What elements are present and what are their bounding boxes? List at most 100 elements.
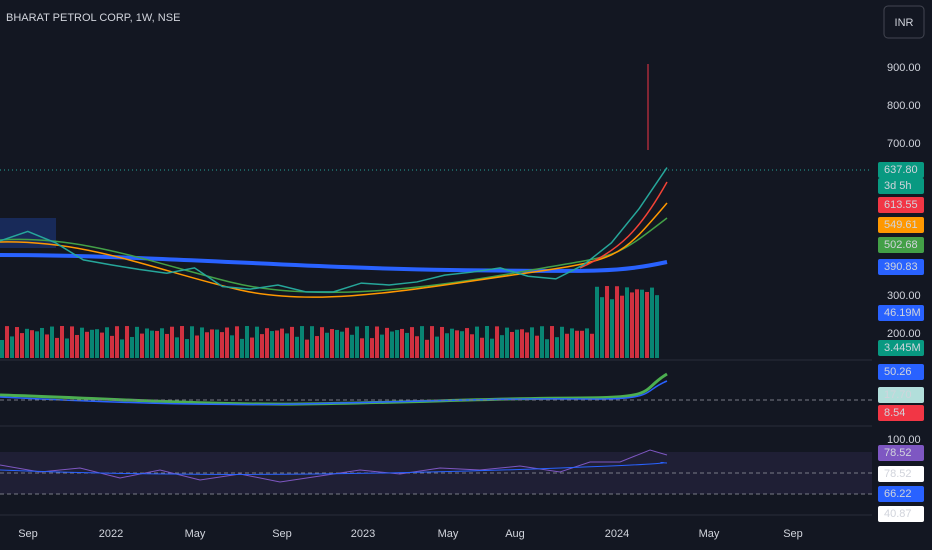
volume-bar (325, 332, 329, 358)
price-badge (878, 466, 924, 482)
price-line (0, 167, 668, 293)
volume-bar (110, 335, 114, 358)
volume-bar (290, 326, 294, 358)
ema-mid-line (0, 202, 668, 298)
price-badge (878, 197, 924, 213)
volume-bar (240, 338, 244, 358)
volume-bar (640, 289, 644, 358)
currency-button[interactable] (883, 5, 925, 39)
time-label: Aug (505, 528, 525, 540)
volume-bar (605, 286, 609, 358)
volume-bar (155, 330, 159, 358)
volume-bar (465, 328, 469, 358)
price-badge-label: 17.70 (884, 389, 912, 401)
volume-bar (95, 329, 99, 358)
price-badge (878, 387, 924, 403)
volume-bar (320, 327, 324, 358)
volume-bar (160, 328, 164, 358)
volume-bar (615, 286, 619, 358)
volume-bar (180, 326, 184, 358)
price-badge-label: 50.26 (884, 366, 912, 378)
price-badge (878, 259, 924, 275)
volume-bar (550, 326, 554, 358)
volume-bar (35, 331, 39, 358)
volume-bar (175, 337, 179, 358)
volume-bar (200, 327, 204, 358)
volume-bar (425, 339, 429, 358)
volume-bar (375, 326, 379, 358)
volume-bar (285, 333, 289, 358)
volume-bar (485, 326, 489, 358)
volume-bar (630, 292, 634, 358)
volume-bar (70, 326, 74, 358)
currency[interactable]: INR (895, 17, 914, 29)
volume-bar (330, 329, 334, 358)
price-badge (878, 162, 924, 178)
ema-fast-line (579, 181, 668, 269)
price-badge (878, 506, 924, 522)
time-label: Sep (272, 528, 292, 540)
volume-bar (140, 333, 144, 358)
volume-bar (205, 332, 209, 358)
volume-bar (585, 328, 589, 358)
price-badge (878, 445, 924, 461)
volume-bar (275, 330, 279, 358)
volume-bar (440, 326, 444, 358)
volume-bar (540, 326, 544, 358)
volume-bar (655, 295, 659, 358)
volume-bar (20, 333, 24, 358)
volume-bar (410, 327, 414, 358)
time-label: May (185, 528, 206, 540)
volume-bar (270, 331, 274, 358)
volume-bar (45, 334, 49, 358)
time-label: May (699, 528, 720, 540)
volume-bar (635, 289, 639, 358)
volume-bar (530, 327, 534, 358)
volume-bar (565, 333, 569, 358)
volume-bar (535, 335, 539, 358)
volume-bar (520, 329, 524, 358)
time-label: Sep (783, 528, 803, 540)
volume-bar (15, 327, 19, 358)
volume-bar (185, 339, 189, 358)
volume-bar (5, 326, 9, 358)
volume-bar (210, 329, 214, 358)
volume-bar (620, 295, 624, 358)
volume-bar (295, 336, 299, 358)
price-badge (878, 217, 924, 233)
volume-bar (390, 331, 394, 358)
rsi-ma (0, 462, 668, 475)
volume-bar (120, 339, 124, 358)
title: BHARAT PETROL CORP, 1W, NSE (6, 12, 180, 24)
volume-bar (395, 330, 399, 358)
volume-bar (255, 326, 259, 358)
volume-bar (625, 287, 629, 358)
volume-bar (225, 327, 229, 358)
time-label: 2023 (351, 528, 375, 540)
time-label: Sep (18, 528, 38, 540)
volume-bar (245, 326, 249, 358)
price-badge-label: 637.80 (884, 164, 918, 176)
volume-bar (0, 340, 4, 358)
volume-bar (315, 336, 319, 358)
volume-bar (10, 336, 14, 358)
price-badge-label: 3.445M (884, 342, 921, 354)
price-badge-label: 46.19M (884, 307, 921, 319)
volume-bar (600, 297, 604, 358)
volume-bar (125, 326, 129, 358)
price-badge (878, 305, 924, 321)
volume-bar (115, 326, 119, 358)
volume-bar (260, 334, 264, 358)
volume-bar (470, 334, 474, 358)
volume-bar (650, 287, 654, 358)
time-label: May (438, 528, 459, 540)
price-badge (878, 178, 924, 194)
price-badge-label: 78.52 (884, 468, 912, 480)
volume-bar (235, 326, 239, 358)
volume-bar (145, 328, 149, 358)
indicator-signal (0, 380, 668, 406)
volume-bar (305, 339, 309, 358)
price-tick-label: 200.00 (887, 328, 921, 340)
